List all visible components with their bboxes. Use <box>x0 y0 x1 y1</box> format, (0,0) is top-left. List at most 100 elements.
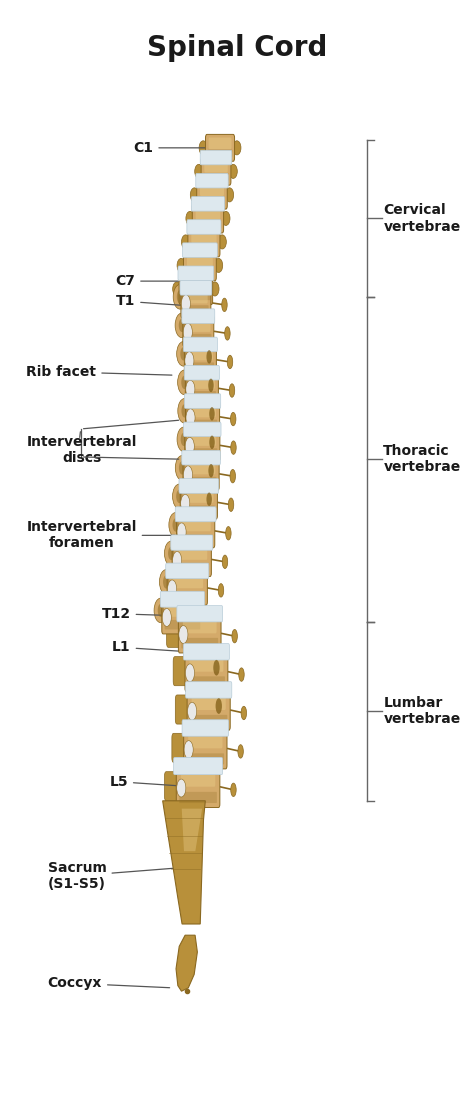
FancyBboxPatch shape <box>185 400 219 433</box>
FancyArrowPatch shape <box>212 560 222 561</box>
FancyArrowPatch shape <box>231 710 241 712</box>
Ellipse shape <box>168 547 174 560</box>
FancyBboxPatch shape <box>178 267 214 281</box>
Ellipse shape <box>226 188 234 202</box>
Ellipse shape <box>184 740 193 758</box>
Ellipse shape <box>182 295 191 312</box>
FancyBboxPatch shape <box>188 227 220 256</box>
Circle shape <box>210 436 215 449</box>
FancyBboxPatch shape <box>184 344 217 375</box>
Ellipse shape <box>162 608 171 626</box>
Circle shape <box>207 493 212 506</box>
Ellipse shape <box>233 141 241 155</box>
Ellipse shape <box>177 342 190 366</box>
Circle shape <box>241 707 246 720</box>
Text: T1: T1 <box>116 295 185 308</box>
FancyBboxPatch shape <box>182 243 218 258</box>
FancyBboxPatch shape <box>177 606 223 622</box>
FancyBboxPatch shape <box>204 161 228 172</box>
FancyArrowPatch shape <box>215 531 226 533</box>
Circle shape <box>218 584 224 597</box>
Circle shape <box>227 355 233 368</box>
FancyArrowPatch shape <box>208 588 218 590</box>
Ellipse shape <box>158 604 164 617</box>
FancyBboxPatch shape <box>187 253 213 267</box>
Ellipse shape <box>177 780 186 797</box>
FancyBboxPatch shape <box>175 758 221 774</box>
FancyBboxPatch shape <box>182 277 209 290</box>
Ellipse shape <box>190 188 199 202</box>
FancyBboxPatch shape <box>195 221 221 228</box>
FancyBboxPatch shape <box>182 309 215 324</box>
Polygon shape <box>176 935 197 991</box>
Ellipse shape <box>183 324 192 342</box>
FancyArrowPatch shape <box>219 474 230 476</box>
FancyBboxPatch shape <box>183 337 218 352</box>
FancyArrowPatch shape <box>228 748 238 750</box>
FancyBboxPatch shape <box>201 158 231 185</box>
FancyBboxPatch shape <box>162 598 203 634</box>
FancyBboxPatch shape <box>190 715 228 726</box>
Text: C7: C7 <box>115 274 188 288</box>
FancyBboxPatch shape <box>183 644 229 660</box>
FancyArrowPatch shape <box>211 302 222 305</box>
FancyBboxPatch shape <box>185 651 228 692</box>
FancyArrowPatch shape <box>221 634 232 635</box>
FancyArrowPatch shape <box>214 332 225 333</box>
Circle shape <box>228 498 234 512</box>
Ellipse shape <box>211 282 219 296</box>
Ellipse shape <box>229 165 237 178</box>
FancyBboxPatch shape <box>191 197 225 212</box>
Ellipse shape <box>159 570 173 595</box>
FancyBboxPatch shape <box>181 517 211 531</box>
FancyBboxPatch shape <box>203 174 228 180</box>
FancyBboxPatch shape <box>183 306 209 314</box>
Circle shape <box>239 668 244 681</box>
Polygon shape <box>163 801 205 924</box>
Text: C1: C1 <box>133 141 206 155</box>
FancyBboxPatch shape <box>166 563 209 579</box>
FancyBboxPatch shape <box>187 689 230 730</box>
Ellipse shape <box>181 494 190 512</box>
FancyArrowPatch shape <box>219 389 229 390</box>
Circle shape <box>213 660 219 675</box>
Ellipse shape <box>178 370 191 394</box>
Ellipse shape <box>195 165 203 178</box>
FancyBboxPatch shape <box>190 244 218 252</box>
Circle shape <box>208 379 214 392</box>
FancyBboxPatch shape <box>189 432 216 446</box>
Circle shape <box>231 783 236 796</box>
FancyBboxPatch shape <box>166 603 199 617</box>
FancyArrowPatch shape <box>228 672 239 674</box>
FancyBboxPatch shape <box>173 757 223 775</box>
Text: Rib facet: Rib facet <box>27 365 172 379</box>
FancyBboxPatch shape <box>183 315 214 347</box>
FancyBboxPatch shape <box>179 478 219 493</box>
Circle shape <box>214 613 219 626</box>
Text: T12: T12 <box>101 607 184 620</box>
FancyBboxPatch shape <box>172 734 187 763</box>
Text: Intervertebral
foramen: Intervertebral foramen <box>27 521 175 550</box>
Ellipse shape <box>178 399 191 423</box>
Ellipse shape <box>177 523 186 541</box>
FancyBboxPatch shape <box>182 292 210 300</box>
FancyBboxPatch shape <box>181 769 215 786</box>
FancyBboxPatch shape <box>184 365 219 380</box>
Ellipse shape <box>179 461 185 475</box>
Ellipse shape <box>188 702 197 720</box>
FancyBboxPatch shape <box>191 693 226 710</box>
FancyBboxPatch shape <box>180 485 218 519</box>
Ellipse shape <box>186 381 195 399</box>
FancyBboxPatch shape <box>187 460 215 475</box>
Circle shape <box>222 556 228 569</box>
FancyBboxPatch shape <box>187 754 224 765</box>
FancyBboxPatch shape <box>191 231 217 243</box>
Circle shape <box>238 745 243 758</box>
FancyBboxPatch shape <box>190 655 223 672</box>
FancyBboxPatch shape <box>184 488 213 503</box>
Ellipse shape <box>177 427 191 451</box>
FancyBboxPatch shape <box>187 448 218 457</box>
FancyBboxPatch shape <box>200 184 224 196</box>
FancyBboxPatch shape <box>187 363 214 371</box>
Ellipse shape <box>164 541 178 566</box>
